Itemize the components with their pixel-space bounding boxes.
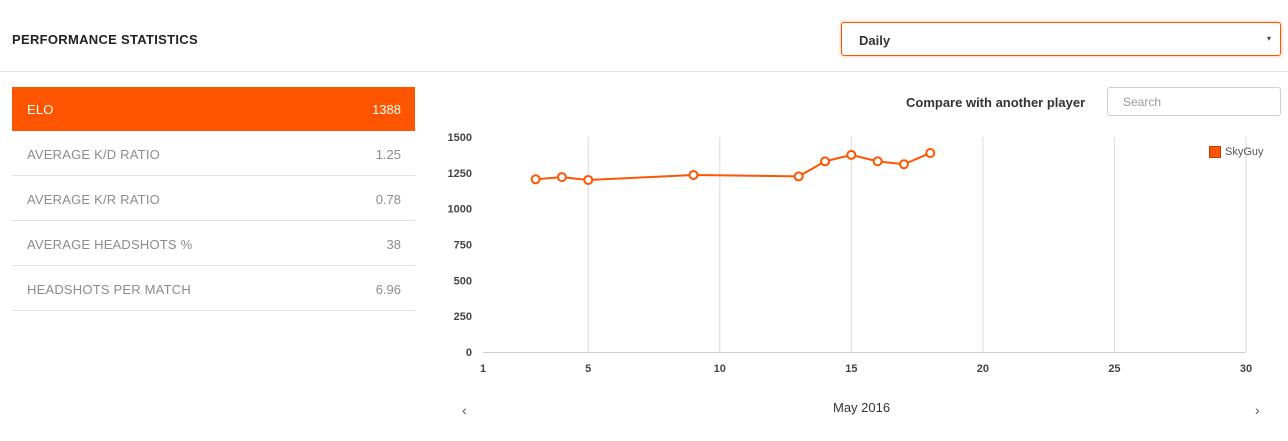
stat-value: 0.78 [375, 192, 401, 207]
x-tick-label: 30 [1240, 363, 1252, 375]
y-tick-label: 250 [454, 311, 472, 323]
data-point [820, 156, 831, 167]
stat-value: 38 [386, 237, 401, 252]
period-select[interactable]: Daily ▾ [841, 22, 1281, 56]
stat-label: AVERAGE HEADSHOTS % [27, 237, 193, 252]
y-tick-label: 750 [454, 240, 472, 252]
chart-legend[interactable]: SkyGuy [1209, 146, 1264, 158]
y-tick-label: 1500 [448, 132, 472, 144]
data-point [925, 148, 936, 159]
data-point [793, 171, 804, 182]
stat-row-elo[interactable]: ELO 1388 [12, 87, 415, 131]
player-search-input[interactable] [1107, 87, 1281, 116]
y-tick-label: 500 [454, 275, 472, 287]
data-point [583, 175, 594, 185]
stat-label: AVERAGE K/R RATIO [27, 192, 160, 207]
x-tick-label: 1 [480, 363, 486, 375]
stat-label: HEADSHOTS PER MATCH [27, 282, 191, 297]
data-point [872, 156, 883, 167]
legend-label: SkyGuy [1225, 146, 1264, 158]
stats-list: ELO 1388 AVERAGE K/D RATIO 1.25 AVERAGE … [12, 87, 415, 311]
stat-value: 1.25 [375, 147, 401, 162]
data-point [688, 169, 699, 180]
series-line [535, 152, 931, 182]
x-tick-label: 10 [714, 363, 726, 375]
data-point [898, 159, 909, 170]
data-point [556, 172, 567, 183]
x-tick-label: 25 [1108, 363, 1120, 375]
data-point [846, 149, 857, 160]
stat-row-kr-ratio[interactable]: AVERAGE K/R RATIO 0.78 [12, 176, 415, 221]
y-tick-label: 0 [466, 347, 472, 359]
period-select-value: Daily [859, 33, 891, 48]
chevron-down-icon: ▾ [1266, 34, 1271, 43]
stat-label: ELO [27, 102, 54, 117]
page-title: PERFORMANCE STATISTICS [12, 32, 198, 47]
month-label: May 2016 [833, 400, 891, 415]
x-tick-label: 15 [845, 363, 857, 375]
y-tick-label: 1000 [448, 204, 472, 216]
x-tick-label: 5 [585, 363, 591, 375]
y-tick-label: 1250 [448, 168, 472, 180]
header: PERFORMANCE STATISTICS Daily ▾ [0, 0, 1288, 72]
data-point [530, 174, 541, 185]
stat-row-kd-ratio[interactable]: AVERAGE K/D RATIO 1.25 [12, 131, 415, 176]
x-tick-label: 20 [977, 363, 989, 375]
compare-label: Compare with another player [906, 95, 1086, 110]
stat-row-headshots-per-match[interactable]: HEADSHOTS PER MATCH 6.96 [12, 266, 415, 311]
legend-swatch [1209, 146, 1221, 158]
stat-label: AVERAGE K/D RATIO [27, 147, 160, 162]
stat-value: 6.96 [375, 282, 401, 297]
chevron-left-icon[interactable]: ‹ [462, 402, 467, 418]
stat-row-headshots-percent[interactable]: AVERAGE HEADSHOTS % 38 [12, 221, 415, 266]
stat-value: 1388 [372, 102, 401, 117]
chevron-right-icon[interactable]: › [1255, 402, 1260, 418]
